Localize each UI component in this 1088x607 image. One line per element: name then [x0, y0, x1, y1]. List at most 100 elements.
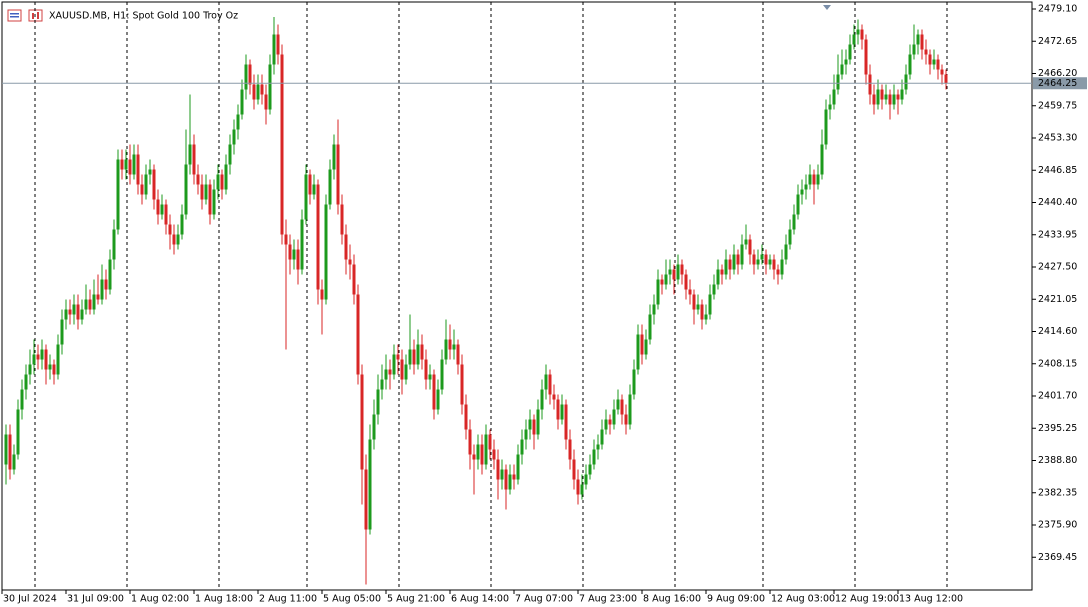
- icon: [10, 16, 19, 18]
- candle-body: [704, 314, 708, 320]
- y-tick-label: 2375.90: [1038, 520, 1077, 531]
- candle-body: [212, 189, 216, 215]
- candle-body: [768, 259, 772, 265]
- candle-body: [884, 94, 888, 100]
- candle-body: [304, 174, 308, 220]
- y-tick-label: 2440.40: [1038, 197, 1077, 208]
- candle-body: [904, 74, 908, 90]
- candle-body: [696, 304, 700, 310]
- candle-body: [112, 229, 116, 260]
- candle-body: [184, 164, 188, 215]
- candle-body: [520, 439, 524, 455]
- candle-body: [652, 304, 656, 315]
- candle-body: [612, 409, 616, 425]
- candle-body: [392, 354, 396, 375]
- candle-body: [284, 234, 288, 245]
- y-tick-label: 2395.25: [1038, 423, 1077, 434]
- candle-body: [360, 374, 364, 470]
- candle-body: [932, 59, 936, 65]
- candle-body: [148, 169, 152, 175]
- candle-body: [456, 344, 460, 365]
- candle-body: [160, 204, 164, 215]
- candle-body: [580, 484, 584, 495]
- candle-body: [104, 279, 108, 290]
- candle-body: [432, 374, 436, 410]
- candle-body: [812, 174, 816, 185]
- candle-body: [608, 419, 612, 425]
- candle-body: [76, 304, 80, 320]
- candle-body: [820, 144, 824, 175]
- x-tick-label: 6 Aug 14:00: [451, 594, 509, 605]
- candle-body: [656, 279, 660, 305]
- candle-body: [780, 259, 784, 275]
- candle-body: [944, 74, 948, 84]
- candle-body: [792, 214, 796, 230]
- candle-body: [856, 29, 860, 35]
- icon: [10, 13, 19, 15]
- candle-body: [8, 434, 12, 470]
- candle-body: [536, 409, 540, 435]
- candle-body: [764, 254, 768, 265]
- candle-body: [260, 84, 264, 95]
- candle-body: [888, 94, 892, 105]
- candle-body: [552, 394, 556, 400]
- candle-body: [544, 374, 548, 390]
- candle-body: [444, 339, 448, 360]
- candle-body: [200, 184, 204, 200]
- candle-body: [528, 419, 532, 430]
- candle-body: [832, 89, 836, 105]
- candle-body: [408, 349, 412, 365]
- candle-body: [192, 144, 196, 175]
- candle-body: [796, 194, 800, 215]
- candle-body: [464, 404, 468, 430]
- candle-body: [760, 254, 764, 260]
- candle-body: [240, 89, 244, 115]
- y-tick-label: 2369.45: [1038, 552, 1077, 563]
- x-tick-label: 2 Aug 11:00: [259, 594, 317, 605]
- candle-body: [376, 389, 380, 415]
- candle-body: [332, 144, 336, 170]
- candle-body: [120, 159, 124, 170]
- candle-body: [800, 189, 804, 195]
- candle-body: [36, 354, 40, 360]
- candle-body: [500, 469, 504, 480]
- candle-body: [508, 474, 512, 490]
- candle-body: [188, 144, 192, 165]
- candle-body: [624, 414, 628, 425]
- x-tick-label: 5 Aug 05:00: [323, 594, 381, 605]
- candle-body: [576, 479, 580, 495]
- candle-body: [132, 154, 136, 175]
- candle-body: [644, 339, 648, 355]
- last-price-box: [1033, 77, 1087, 90]
- shift-marker: [823, 5, 831, 10]
- candle-body: [16, 409, 20, 455]
- candle-body: [940, 69, 944, 75]
- candle-body: [448, 339, 452, 350]
- candle-body: [164, 204, 168, 225]
- candle-body: [68, 309, 72, 315]
- candle-body: [720, 269, 724, 275]
- candle-body: [280, 54, 284, 235]
- candle-body: [384, 369, 388, 380]
- candle-body: [92, 294, 96, 310]
- candle-body: [232, 129, 236, 145]
- candle-body: [740, 244, 744, 265]
- candle-body: [420, 344, 424, 360]
- candle-body: [144, 174, 148, 195]
- candle-body: [372, 414, 376, 440]
- candle-body: [724, 259, 728, 275]
- candle-body: [252, 84, 256, 100]
- candle-body: [300, 219, 304, 270]
- candle-body: [472, 454, 476, 460]
- candle-body: [600, 429, 604, 445]
- candle-body: [496, 459, 500, 480]
- candle-body: [672, 269, 676, 280]
- candle-body: [348, 259, 352, 265]
- candle-body: [912, 44, 916, 55]
- candle-body: [40, 349, 44, 360]
- candle-body: [452, 344, 456, 350]
- candle-body: [12, 454, 16, 470]
- candle-body: [756, 259, 760, 265]
- candle-body: [492, 449, 496, 460]
- candle-body: [816, 174, 820, 185]
